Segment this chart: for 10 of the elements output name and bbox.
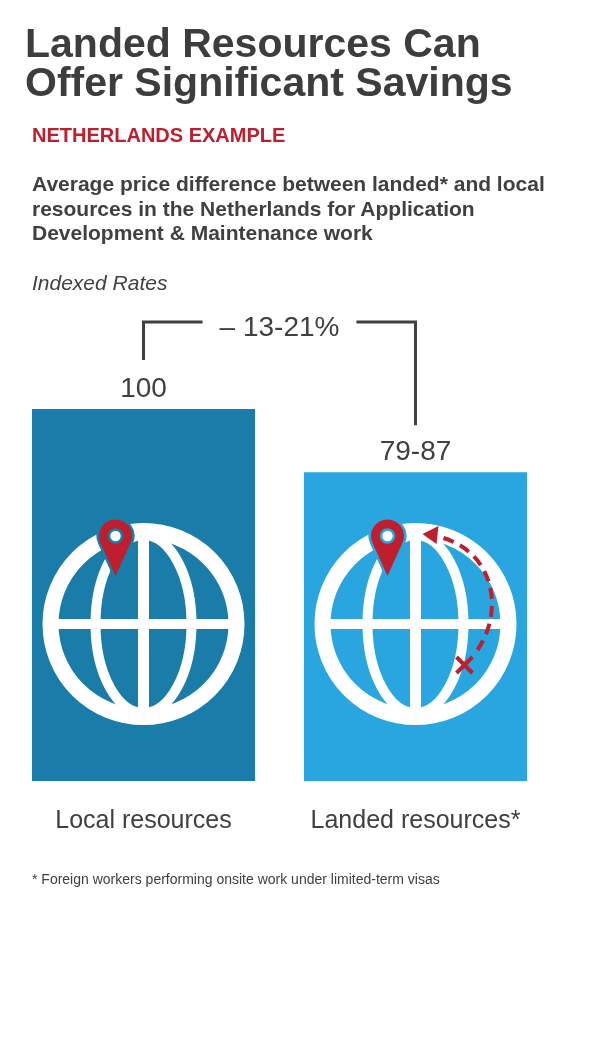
chart-title: Landed Resources Can Offer Significant Savings	[25, 19, 513, 105]
text: – 13-21%	[219, 311, 340, 342]
text: Average price difference between landed* and local resources in the Netherlands for Application Development & Maintenance work	[32, 172, 545, 244]
text: * Foreign workers performing onsite work under limited-term visas	[32, 871, 440, 887]
chart-subtitle: NETHERLANDS EXAMPLE	[32, 124, 286, 146]
x-tick-label: Local resources	[55, 805, 232, 833]
data-label: 79-87	[379, 435, 452, 467]
data-label: 100	[120, 372, 167, 403]
x-tick-label: Landed resources*	[310, 805, 521, 833]
text: Indexed Rates	[32, 271, 168, 294]
